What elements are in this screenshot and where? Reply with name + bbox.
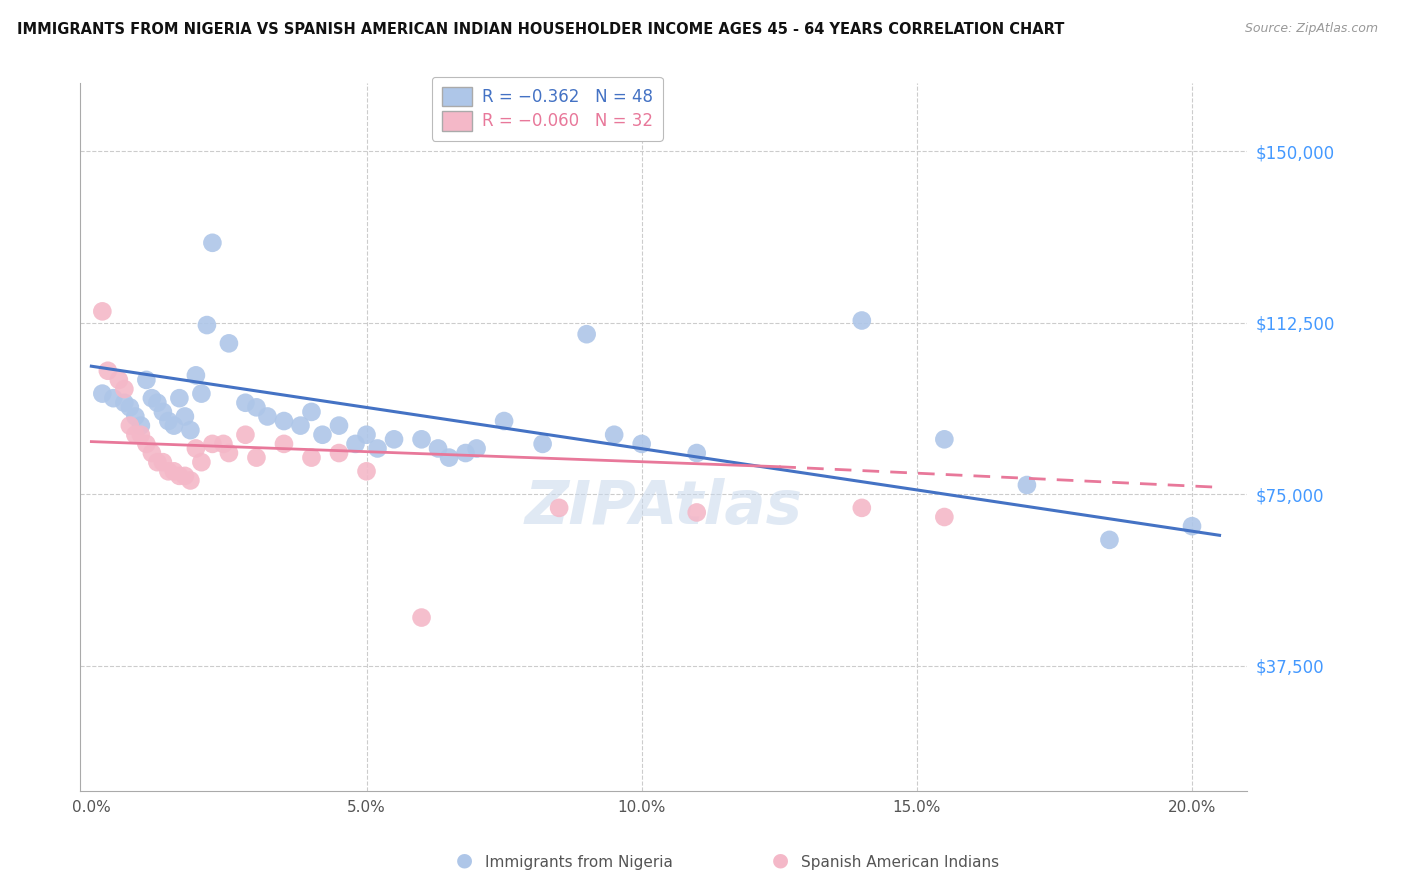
Point: [290, 418, 312, 433]
Point: [91, 304, 114, 318]
Point: [273, 437, 295, 451]
Point: [152, 455, 174, 469]
Point: [245, 401, 267, 415]
Point: [548, 500, 571, 515]
Point: [129, 427, 152, 442]
Point: [356, 464, 378, 478]
Text: ●: ●: [456, 851, 472, 870]
Point: [179, 474, 201, 488]
Point: [163, 464, 186, 478]
Point: [934, 433, 956, 447]
Point: [112, 396, 135, 410]
Point: [851, 313, 873, 327]
Point: [245, 450, 267, 465]
Point: [273, 414, 295, 428]
Point: [174, 468, 197, 483]
Point: [311, 427, 333, 442]
Point: [603, 427, 626, 442]
Point: [103, 391, 125, 405]
Point: [184, 442, 207, 456]
Point: [494, 414, 516, 428]
Point: [212, 437, 235, 451]
Point: [235, 396, 257, 410]
Legend: R = −0.362   N = 48, R = −0.060   N = 32: R = −0.362 N = 48, R = −0.060 N = 32: [432, 77, 662, 141]
Point: [190, 455, 212, 469]
Point: [146, 396, 169, 410]
Point: [97, 364, 120, 378]
Text: IMMIGRANTS FROM NIGERIA VS SPANISH AMERICAN INDIAN HOUSEHOLDER INCOME AGES 45 - : IMMIGRANTS FROM NIGERIA VS SPANISH AMERI…: [17, 22, 1064, 37]
Point: [356, 427, 378, 442]
Point: [218, 336, 240, 351]
Point: [179, 423, 201, 437]
Point: [301, 450, 323, 465]
Point: [531, 437, 554, 451]
Point: [686, 505, 709, 519]
Point: [124, 409, 146, 424]
Point: [146, 455, 169, 469]
Point: [169, 391, 191, 405]
Point: [411, 433, 433, 447]
Point: [129, 418, 152, 433]
Point: [108, 373, 131, 387]
Point: [934, 510, 956, 524]
Text: ●: ●: [772, 851, 789, 870]
Point: [344, 437, 367, 451]
Point: [437, 450, 460, 465]
Point: [465, 442, 488, 456]
Point: [157, 464, 180, 478]
Point: [169, 468, 191, 483]
Point: [328, 418, 350, 433]
Point: [686, 446, 709, 460]
Point: [201, 235, 224, 250]
Point: [157, 414, 180, 428]
Point: [184, 368, 207, 383]
Point: [141, 391, 163, 405]
Point: [141, 446, 163, 460]
Point: [118, 418, 141, 433]
Point: [1181, 519, 1204, 533]
Text: ZIPAtlas: ZIPAtlas: [524, 478, 803, 537]
Point: [454, 446, 477, 460]
Point: [575, 327, 598, 342]
Point: [163, 418, 186, 433]
Point: [427, 442, 450, 456]
Point: [367, 442, 389, 456]
Point: [118, 401, 141, 415]
Text: Immigrants from Nigeria: Immigrants from Nigeria: [485, 855, 673, 870]
Point: [301, 405, 323, 419]
Point: [152, 405, 174, 419]
Point: [630, 437, 652, 451]
Point: [91, 386, 114, 401]
Point: [256, 409, 278, 424]
Point: [135, 373, 157, 387]
Point: [1098, 533, 1121, 547]
Point: [382, 433, 405, 447]
Point: [1015, 478, 1038, 492]
Point: [195, 318, 218, 332]
Point: [124, 427, 146, 442]
Point: [135, 437, 157, 451]
Point: [174, 409, 197, 424]
Text: Source: ZipAtlas.com: Source: ZipAtlas.com: [1244, 22, 1378, 36]
Point: [190, 386, 212, 401]
Point: [112, 382, 135, 396]
Point: [851, 500, 873, 515]
Point: [201, 437, 224, 451]
Point: [218, 446, 240, 460]
Text: Spanish American Indians: Spanish American Indians: [801, 855, 1000, 870]
Point: [411, 610, 433, 624]
Point: [235, 427, 257, 442]
Point: [328, 446, 350, 460]
